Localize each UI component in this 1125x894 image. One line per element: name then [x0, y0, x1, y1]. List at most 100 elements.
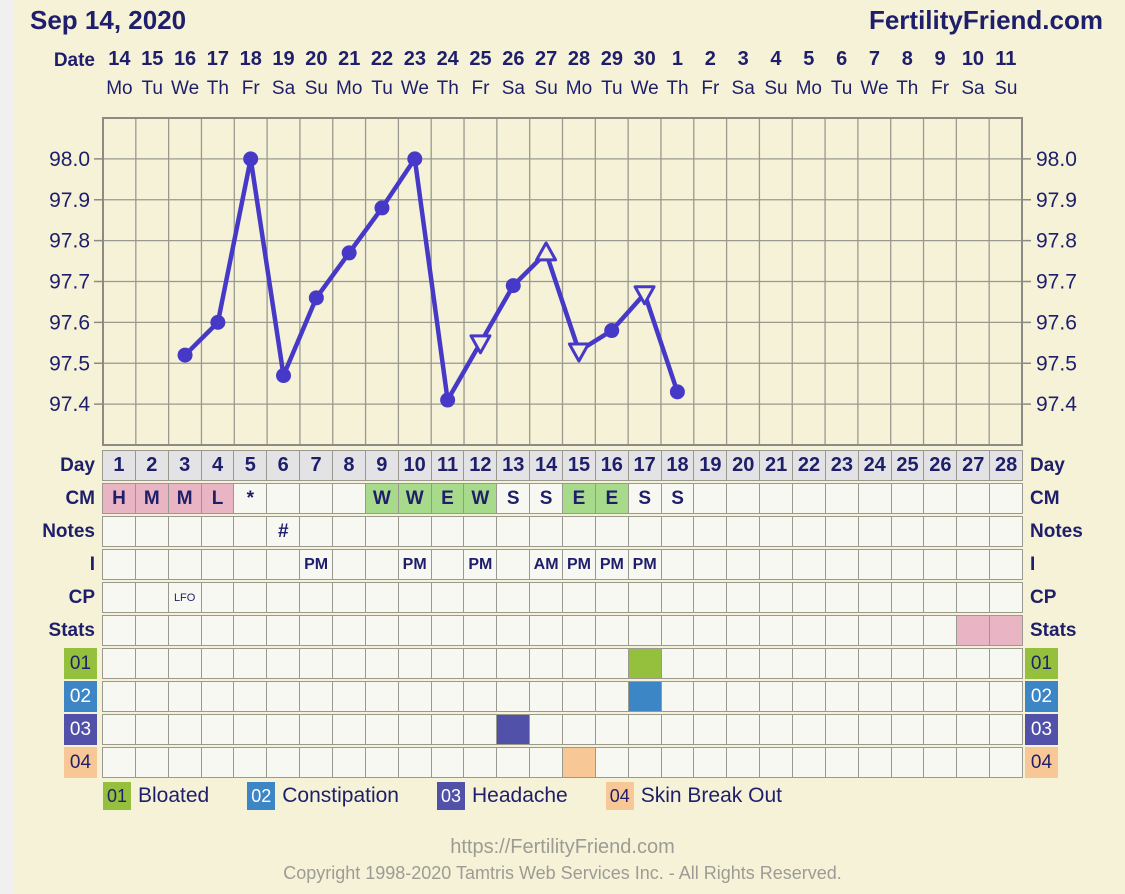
temp-point-dot	[604, 323, 620, 339]
date-cell: 15	[141, 48, 164, 70]
notes-cell-day-19	[694, 517, 728, 546]
weekday-cell: Su	[534, 78, 558, 99]
y-tick-label-left: 97.7	[49, 271, 90, 294]
footer-url-link[interactable]: https://FertilityFriend.com	[450, 836, 675, 858]
i-cell-day-15: PM	[563, 550, 596, 579]
s01-cell-day-17	[628, 649, 662, 678]
cm-cell-day-7	[300, 484, 334, 513]
s04-cell-day-7	[300, 748, 334, 777]
notes-cell-day-6: #	[267, 517, 301, 546]
i-cell-day-14: AM	[530, 550, 564, 579]
day-cell-day-23: 23	[825, 451, 859, 480]
date-cell: 27	[535, 48, 558, 70]
day-cell-day-1: 1	[103, 451, 136, 480]
notes-cell-day-5	[234, 517, 268, 546]
legend-box-01: 01	[103, 782, 131, 810]
stats-cell-day-26	[924, 616, 958, 645]
left-edge-strip	[0, 0, 13, 894]
date-cell: 17	[206, 48, 230, 70]
y-tick-label-left: 97.5	[49, 352, 90, 375]
symptom-code-02-right: 02	[1025, 681, 1058, 712]
s01-cell-day-12	[464, 649, 498, 678]
notes-cell-day-20	[727, 517, 761, 546]
i-cell-day-23	[825, 550, 859, 579]
weekday-cell: Mo	[106, 78, 133, 99]
stats-cell-day-27	[957, 616, 991, 645]
day-cell-day-15: 15	[563, 451, 596, 480]
s03-cell-day-6	[267, 715, 301, 744]
stats-cell-day-19	[694, 616, 728, 645]
stats-cell-day-14	[530, 616, 564, 645]
row-label-cp-left: CP	[68, 587, 95, 608]
stats-cell-day-12	[464, 616, 498, 645]
i-cell-day-21	[760, 550, 794, 579]
day-cell-day-10: 10	[398, 451, 432, 480]
s02-cell-day-6	[267, 682, 301, 711]
cm-cell-day-10: W	[398, 484, 432, 513]
day-cell-day-11: 11	[431, 451, 465, 480]
page-title-date: Sep 14, 2020	[30, 5, 187, 35]
s04-cell-day-8	[333, 748, 366, 777]
date-cell: 14	[108, 48, 131, 70]
date-cell: 8	[901, 48, 913, 70]
s03-cell-day-20	[727, 715, 761, 744]
stats-cell-day-5	[234, 616, 268, 645]
s01-cell-day-25	[891, 649, 925, 678]
y-tick-label-right: 97.8	[1036, 230, 1077, 253]
cp-cell-day-4	[201, 583, 235, 612]
temp-point-dot	[308, 290, 324, 306]
s04-cell-day-6	[267, 748, 301, 777]
s02-cell-day-19	[694, 682, 728, 711]
s03-cell-day-28	[990, 715, 1023, 744]
s04-cell-day-1	[103, 748, 136, 777]
s02-cell-day-23	[825, 682, 859, 711]
i-cell-day-6	[267, 550, 301, 579]
s02-cell-day-17	[628, 682, 662, 711]
date-cell: 10	[961, 48, 985, 70]
s01-cell-day-2	[135, 649, 169, 678]
stats-cell-day-9	[365, 616, 399, 645]
i-cell-day-18	[661, 550, 695, 579]
cp-cell-day-15	[563, 583, 596, 612]
weekday-cell: Tu	[371, 78, 393, 99]
weekday-cell: Tu	[601, 78, 623, 99]
notes-cell-day-9	[365, 517, 399, 546]
row-label-day-right: Day	[1030, 455, 1065, 476]
day-cell-day-25: 25	[891, 451, 925, 480]
cm-cell-day-15: E	[563, 484, 596, 513]
row-label-stats-right: Stats	[1030, 620, 1077, 641]
notes-cell-day-12	[464, 517, 498, 546]
s02-cell-day-1	[103, 682, 136, 711]
cm-cell-day-28	[990, 484, 1023, 513]
s01-cell-day-7	[300, 649, 334, 678]
weekday-cell: Mo	[336, 78, 363, 99]
s04-cell-day-13	[497, 748, 531, 777]
s04-cell-day-21	[760, 748, 794, 777]
cm-cell-day-26	[924, 484, 958, 513]
i-cell-day-12: PM	[464, 550, 498, 579]
cm-cell-day-18: S	[661, 484, 695, 513]
weekday-cell: We	[860, 78, 889, 99]
cm-cell-day-16: E	[595, 484, 629, 513]
i-cell-day-25	[891, 550, 925, 579]
y-tick-label-right: 97.5	[1036, 352, 1077, 375]
s02-cell-day-2	[135, 682, 169, 711]
s02-cell-day-27	[957, 682, 991, 711]
s02-cell-day-4	[201, 682, 235, 711]
s03-cell-day-18	[661, 715, 695, 744]
cp-cell-day-5	[234, 583, 268, 612]
cp-cell-day-21	[760, 583, 794, 612]
notes-cell-day-16	[595, 517, 629, 546]
date-cell: 9	[934, 48, 946, 70]
date-cell: 2	[704, 48, 716, 70]
date-cell: 21	[338, 48, 361, 70]
brand-title: FertilityFriend.com	[868, 5, 1103, 35]
weekday-cell: Th	[436, 78, 459, 99]
i-cell-day-28	[990, 550, 1023, 579]
s01-cell-day-15	[563, 649, 596, 678]
cp-cell-day-3: LFO	[168, 583, 202, 612]
row-cm: H M M L * W W E W S S E E S S	[102, 483, 1023, 514]
cm-cell-day-23	[825, 484, 859, 513]
cp-cell-day-17	[628, 583, 662, 612]
